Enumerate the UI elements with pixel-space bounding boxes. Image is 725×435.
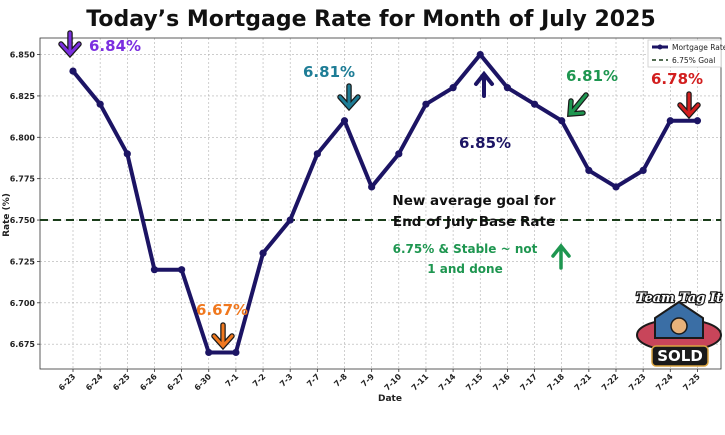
data-point [259, 249, 267, 257]
x-tick-label: 7-23 [627, 372, 648, 393]
arrow-down-icon [338, 84, 360, 110]
x-tick-label: 7-16 [491, 372, 512, 393]
series-layer [69, 50, 702, 357]
arrow-down-icon [212, 323, 234, 349]
x-tick-label: 7-15 [464, 372, 485, 393]
x-tick-label: 7-21 [573, 372, 594, 393]
data-point [612, 183, 620, 191]
x-tick-label: 7-1 [224, 372, 241, 389]
goal-note-line1: New average goal for [392, 193, 556, 209]
x-tick-label: 6-25 [111, 372, 132, 393]
x-tick-label: 6-26 [138, 372, 159, 393]
annotation-label: 6.81% [566, 67, 618, 85]
arrow-down-icon [59, 31, 81, 57]
goal-note-line4: 1 and done [427, 262, 502, 276]
logo-top-text: Team Tag It [636, 291, 722, 306]
x-tick-label: 7-14 [437, 372, 458, 393]
x-tick-label: 6-27 [165, 372, 186, 393]
x-tick-label: 7-8 [332, 372, 349, 389]
data-point [449, 84, 457, 92]
data-point [693, 117, 702, 125]
x-tick-label: 7-17 [518, 372, 539, 393]
x-tick-label: 7-10 [383, 372, 404, 393]
x-tick-label: 6-30 [193, 372, 214, 393]
annotation-label: 6.78% [651, 70, 703, 88]
y-tick-label: 6.775 [10, 175, 36, 184]
data-point [395, 150, 403, 158]
y-tick-label: 6.825 [10, 92, 36, 101]
x-tick-label: 6-24 [84, 372, 105, 393]
annotation-label: 6.84% [89, 37, 141, 55]
x-tick-label: 7-2 [251, 372, 268, 389]
annotation-label: 6.67% [196, 301, 248, 319]
arrow-down-icon [678, 92, 700, 118]
data-point [368, 183, 376, 191]
x-tick-label: 7-24 [654, 372, 675, 393]
annotation-label: 6.85% [459, 134, 511, 152]
data-point [205, 348, 213, 357]
y-axis-label: Rate (%) [2, 193, 12, 237]
y-tick-label: 6.750 [10, 216, 36, 225]
arrow-down-left-icon [568, 93, 588, 116]
data-point [232, 348, 240, 357]
legend-series-marker [657, 44, 663, 50]
goal-note-line2: End of July Base Rate [393, 214, 555, 230]
data-point [313, 150, 321, 158]
legend: Mortgage Rate 6.75% Goal [647, 39, 725, 68]
y-tick-label: 6.700 [10, 299, 36, 308]
x-tick-label: 7-9 [359, 372, 376, 389]
data-point [530, 100, 539, 108]
data-point [96, 100, 104, 108]
data-point [340, 117, 349, 125]
team-tag-it-sold-logo: SOLD Team Tag It [635, 290, 723, 367]
x-tick-label: 6-23 [57, 372, 78, 393]
plot-frame [39, 37, 722, 370]
legend-box [647, 39, 722, 68]
data-point [558, 117, 566, 125]
data-point [503, 84, 511, 92]
x-axis-ticks: 6-23 6-24 6-25 6-26 6-27 6-30 7-1 7-2 7-3 7-7 7-8 7… [57, 369, 702, 393]
x-tick-label: 7-22 [600, 372, 621, 393]
y-axis-ticks: 6.675 6.700 6.725 6.750 6.775 6.800 6.825 6.850 [10, 51, 40, 349]
x-tick-label: 7-7 [305, 372, 322, 389]
legend-goal-label: 6.75% Goal [672, 56, 715, 65]
goal-note: New average goal for End of July Base Ra… [392, 193, 571, 276]
x-axis-label: Date [378, 394, 402, 404]
grid [40, 38, 721, 369]
x-tick-label: 7-11 [410, 372, 431, 393]
y-tick-label: 6.850 [10, 51, 36, 60]
data-point [476, 50, 484, 59]
series-line [71, 52, 698, 355]
goal-note-line3: 6.75% & Stable ~ not [393, 242, 538, 256]
logo-sold-text: SOLD [657, 347, 703, 365]
data-point [666, 117, 674, 125]
x-tick-label: 7-18 [546, 372, 567, 393]
data-point [639, 166, 647, 174]
annotations: 6.84% 6.67% 6.81% 6.85% 6.81% 6.78% [58, 30, 703, 351]
logo-sold-plate [651, 345, 709, 367]
y-tick-label: 6.800 [10, 133, 36, 142]
arrow-up-icon [551, 243, 571, 270]
x-tick-label: 7-3 [278, 372, 295, 389]
data-point [150, 266, 159, 274]
y-tick-label: 6.675 [10, 340, 36, 349]
data-point [178, 266, 186, 274]
annotation-label: 6.81% [303, 63, 355, 81]
x-tick-label: 7-25 [681, 372, 702, 393]
y-tick-label: 6.725 [10, 257, 36, 266]
arrow-up-icon [474, 70, 494, 98]
legend-series-label: Mortgage Rate [672, 43, 725, 52]
data-point [123, 150, 131, 158]
data-point [69, 67, 77, 75]
data-point [286, 216, 294, 224]
chart-title: Today’s Mortgage Rate for Month of July … [86, 7, 655, 32]
data-point [585, 166, 593, 174]
data-point [422, 100, 430, 108]
handshake-icon [670, 317, 688, 335]
